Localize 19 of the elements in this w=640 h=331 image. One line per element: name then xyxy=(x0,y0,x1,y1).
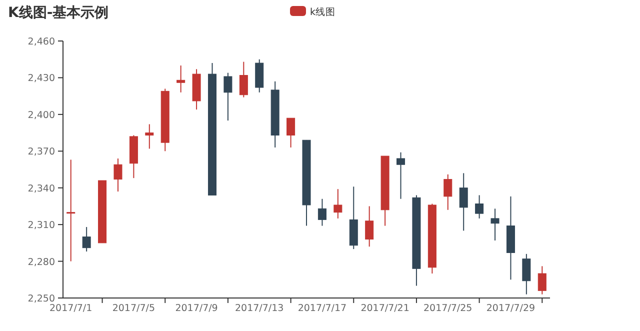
legend: k线图 xyxy=(290,6,336,18)
x-tick-label: 2017/7/17 xyxy=(298,303,347,314)
x-tick-label: 2017/7/25 xyxy=(424,303,472,314)
y-tick-label: 2,460 xyxy=(28,36,55,48)
x-tick-label: 2017/7/1 xyxy=(50,303,92,314)
legend-label: k线图 xyxy=(310,6,336,18)
x-tick-label: 2017/7/13 xyxy=(235,303,284,314)
y-tick-label: 2,370 xyxy=(28,146,55,158)
y-tick-label: 2,250 xyxy=(28,294,55,304)
y-tick-label: 2,430 xyxy=(28,73,55,84)
y-tick-label: 2,310 xyxy=(28,220,55,232)
y-tick-label: 2,400 xyxy=(28,110,55,121)
x-tick-label: 2017/7/9 xyxy=(175,303,218,314)
x-tick-label: 2017/7/21 xyxy=(360,303,410,314)
chart-title: K线图-基本示例 xyxy=(8,5,109,21)
x-tick-label: 2017/7/29 xyxy=(486,303,536,314)
x-tick-label: 2017/7/5 xyxy=(112,303,156,314)
y-tick-label: 2,280 xyxy=(28,256,55,268)
y-tick-label: 2,340 xyxy=(28,183,55,194)
